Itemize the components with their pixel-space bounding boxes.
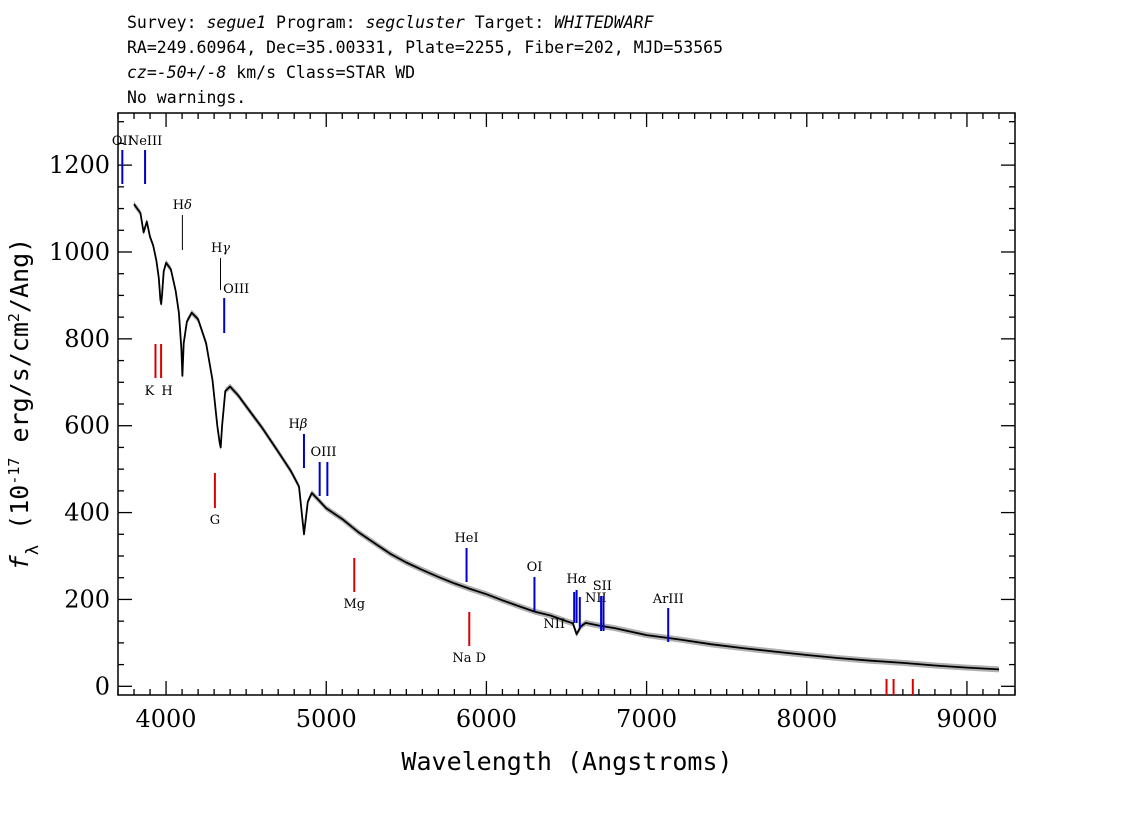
y-axis-title-part: erg/s/cm	[5, 322, 34, 457]
y-tick-label: 0	[95, 672, 110, 700]
header-line-1: Survey: segue1 Program: segcluster Targe…	[127, 13, 655, 32]
header-segment: Survey:	[127, 13, 206, 32]
y-axis-title-part: (10	[5, 485, 34, 545]
header-segment: km/s Class=STAR WD	[226, 63, 415, 82]
error-band	[134, 201, 999, 673]
header-segment: Target:	[465, 13, 554, 32]
line-label: H	[161, 384, 172, 399]
y-axis-title-part: f	[5, 554, 34, 570]
y-axis-title: fλ (10-17 erg/s/cm2/Ang)	[5, 238, 43, 570]
x-tick-label: 9000	[936, 705, 997, 733]
plot-frame	[117, 112, 1016, 696]
line-label: OIII	[310, 445, 336, 460]
line-label: OI	[527, 560, 543, 575]
line-label: Na D	[452, 651, 486, 666]
header-segment: WHITEDWARF	[554, 13, 654, 32]
line-label: G	[210, 513, 220, 528]
x-tick-label: 8000	[776, 705, 837, 733]
y-axis-title-part: -17	[5, 458, 23, 485]
error-band-area	[134, 201, 999, 673]
line-label: NeIII	[128, 134, 162, 149]
line-label: Hγ	[211, 241, 230, 256]
line-label: Hβ	[289, 417, 308, 432]
y-tick-label: 800	[64, 325, 110, 353]
y-axis-title-part: /Ang)	[5, 238, 34, 313]
x-tick-label: 7000	[616, 705, 677, 733]
line-label: Hα	[567, 572, 587, 587]
header-segment: cz=-50+/-8	[127, 63, 226, 82]
x-tick-label: 4000	[136, 705, 197, 733]
spectrum-line	[133, 203, 1000, 671]
y-tick-label: 200	[64, 585, 110, 613]
line-label: OIII	[223, 282, 249, 297]
header-line-3: cz=-50+/-8 km/s Class=STAR WD	[127, 63, 415, 82]
y-tick-label: 400	[64, 499, 110, 527]
header-segment: segue1	[206, 13, 266, 32]
x-tick-label: 6000	[456, 705, 517, 733]
line-label: ArIII	[652, 592, 684, 607]
line-label: HeI	[454, 531, 478, 546]
x-tick-label: 5000	[296, 705, 357, 733]
spectrum-series	[133, 203, 1000, 671]
header-line-4: No warnings.	[127, 88, 246, 107]
y-tick-label: 1000	[49, 238, 110, 266]
header-line-2: RA=249.60964, Dec=35.00331, Plate=2255, …	[127, 38, 723, 57]
line-label: OII	[112, 134, 133, 149]
line-label: Mg	[343, 597, 365, 612]
y-axis-title-part: λ	[23, 545, 43, 555]
x-axis-title: Wavelength (Angstroms)	[401, 747, 732, 776]
header-segment: Program:	[266, 13, 365, 32]
y-tick-label: 600	[64, 412, 110, 440]
header: Survey: segue1 Program: segcluster Targe…	[127, 13, 723, 107]
line-label: SII	[593, 579, 612, 594]
line-label: Hδ	[173, 198, 192, 213]
line-label: NII	[543, 617, 565, 632]
axis-ticks: 4000 5000 6000 7000 8000 9000 0 200 400 600 800 100…	[49, 113, 1016, 733]
y-axis-title-part: 2	[5, 313, 23, 322]
line-label: K	[145, 384, 155, 399]
header-segment: segcluster	[365, 13, 464, 32]
y-tick-label: 1200	[49, 151, 110, 179]
